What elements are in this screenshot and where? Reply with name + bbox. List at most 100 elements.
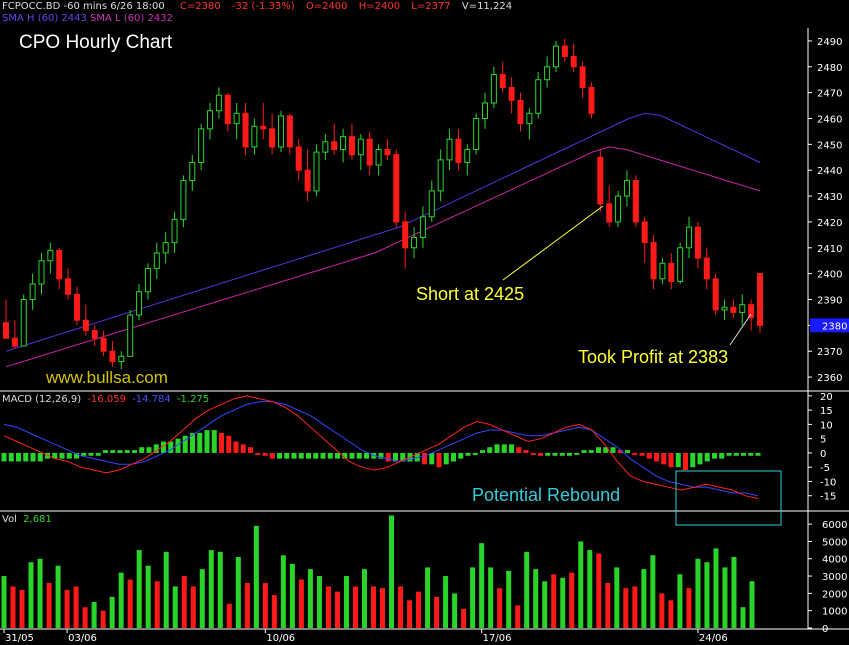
candle-body [348, 136, 355, 156]
volume-bar [154, 581, 160, 628]
candle-body [198, 128, 205, 163]
volume-bar [497, 588, 503, 628]
x-tick-label: 24/06 [699, 633, 728, 644]
volume-bar [524, 551, 530, 628]
volume-bar [479, 543, 485, 628]
candle-body [109, 350, 116, 363]
annotation-short: Short at 2425 [416, 284, 525, 304]
macd-hist-bar [559, 452, 565, 456]
macd-hist-bar [726, 452, 732, 456]
candle-body [3, 322, 9, 339]
volume-bar [677, 574, 683, 628]
macd-hist-bar [422, 452, 427, 465]
macd-hist-bar [661, 452, 667, 465]
candle-body [56, 249, 63, 280]
vol-tick-label: 1000 [822, 607, 847, 618]
macd-hist-bar [197, 432, 203, 453]
candle-body [482, 102, 489, 120]
candle-body [677, 247, 684, 282]
macd-hist-bar [378, 452, 384, 459]
candle-body [402, 221, 409, 249]
volume-bar [407, 600, 413, 628]
sma-l-legend: SMA L (60) 2432 [90, 13, 173, 24]
volume-bar [380, 588, 386, 628]
volume-bar [136, 550, 142, 628]
candle-body [623, 180, 630, 197]
volume-bar [398, 586, 404, 628]
macd-hist-bar [632, 452, 638, 455]
vol-label: Vol [2, 514, 17, 525]
macd-tick-label: 15 [820, 406, 833, 417]
macd-hist-bar [436, 452, 442, 468]
candle-body [615, 195, 622, 223]
macd-hist-bar [501, 444, 507, 453]
candle-body [606, 203, 613, 223]
macd-hist-bar [393, 452, 398, 462]
annotation-profit-pointer [729, 313, 752, 346]
candle-body [721, 306, 728, 311]
macd-tick-label: 0 [820, 449, 826, 460]
macd-hist-bar [219, 432, 224, 453]
volume-bar [109, 596, 115, 628]
volume-bar [470, 567, 476, 628]
volume-bar [334, 591, 340, 628]
macd-hist-bar [16, 452, 21, 462]
macd-hist-bar [712, 452, 717, 459]
macd-hist-bar [45, 452, 50, 459]
vol-legend: Vol 2,681 [2, 514, 52, 525]
volume-bar [307, 569, 313, 628]
macd-hist-bar [741, 452, 746, 456]
macd-hist-bar [284, 452, 290, 459]
candle-body [455, 138, 462, 163]
price-tick-label: 2410 [817, 244, 842, 255]
volume-bar [172, 586, 178, 628]
macd-hist-bar [248, 447, 253, 453]
candle-body [411, 236, 418, 249]
volume-bar [551, 574, 557, 628]
macd-hist-bar [509, 444, 514, 453]
macd-hist-bar [610, 447, 616, 453]
macd-tick-label: 10 [820, 420, 833, 431]
macd-hist-bar [654, 452, 659, 462]
vol-tick-label: 4000 [822, 555, 847, 566]
volume-bar [704, 562, 710, 628]
volume-bar [316, 576, 322, 628]
macd-hist-bar [335, 452, 340, 459]
candle-body [499, 74, 506, 88]
candle-body [739, 304, 746, 313]
macd-hist-bar [161, 441, 166, 453]
volume-bar [461, 608, 467, 628]
macd-hist-bar [320, 452, 326, 459]
volume-bar [127, 579, 133, 628]
macd-hist-bar [530, 452, 536, 455]
x-tick-label: 31/05 [5, 633, 34, 644]
price-tick-label: 2440 [817, 166, 842, 177]
candle-body [464, 149, 471, 163]
candle-body [304, 169, 311, 192]
candle-body [517, 99, 524, 125]
vol-tick-label: 3000 [822, 572, 847, 583]
volume-bar [253, 525, 259, 628]
volume-bar [298, 579, 304, 628]
last-price-box [810, 318, 849, 333]
macd-hist-bar [277, 452, 282, 459]
candle-body [260, 125, 267, 130]
macd-hist-bar [733, 452, 739, 456]
macd-hist-bar [480, 450, 485, 453]
sma-low-line [5, 146, 761, 368]
header-low: L=2377 [411, 1, 451, 12]
macd-tick-label: -5 [820, 463, 830, 474]
price-tick-label: 2400 [817, 270, 842, 281]
macd-tick-label: 5 [820, 435, 826, 446]
candle-body [508, 86, 515, 101]
candle-body [269, 128, 276, 148]
macd-hist-bar [66, 452, 72, 459]
candle-body [641, 221, 648, 244]
candle-body [224, 94, 231, 125]
price-tick-label: 2370 [817, 347, 842, 358]
annotation-profit: Took Profit at 2383 [578, 347, 729, 367]
header-change: -32 (-1.33%) [231, 1, 295, 12]
volume-bar [91, 602, 97, 628]
macd-hist-bar [690, 452, 696, 468]
